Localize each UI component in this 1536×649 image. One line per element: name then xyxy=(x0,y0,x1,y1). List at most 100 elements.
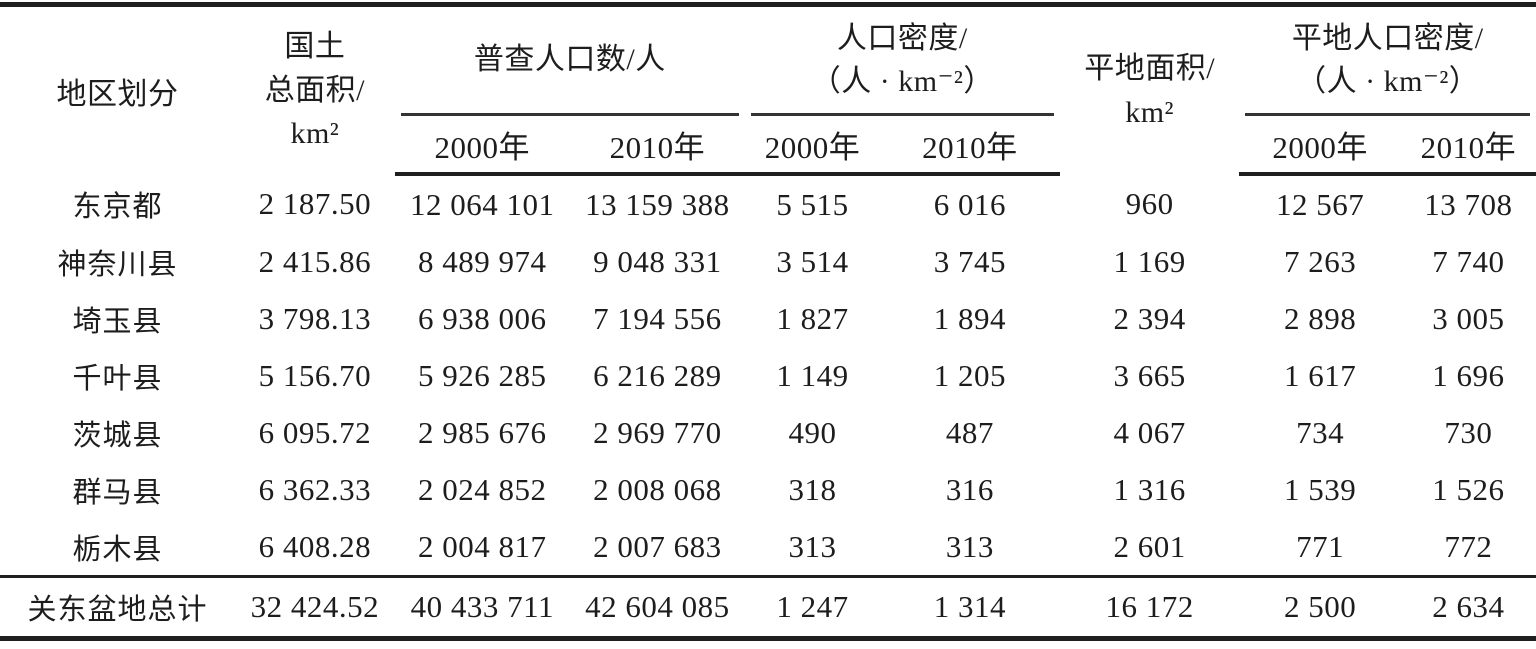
cell-density-2000: 5 515 xyxy=(776,186,849,222)
cell-density-2010: 487 xyxy=(945,414,994,450)
header-flat-area: 平地面积/ km² xyxy=(1084,52,1216,129)
total-row: 关东盆地总计 32 424.52 40 433 711 42 604 085 1… xyxy=(0,575,1536,639)
cell-density-2010: 1 314 xyxy=(880,575,1060,639)
cell-density-2000: 1 149 xyxy=(776,357,849,393)
cell-region: 群马县 xyxy=(72,476,163,509)
subheader-density-2000: 2000年 xyxy=(744,116,881,176)
cell-region: 千叶县 xyxy=(72,362,163,395)
cell-pop-2010: 2 008 068 xyxy=(593,471,722,507)
header-density-label: 人口密度/ （人 · km⁻²） xyxy=(750,7,1054,116)
cell-pop-2000: 40 433 711 xyxy=(394,575,570,639)
cell-flat-area: 2 601 xyxy=(1113,528,1186,564)
cell-total-area: 3 798.13 xyxy=(258,300,372,336)
table-row: 栃木县 6 408.28 2 004 817 2 007 683 313 313… xyxy=(0,518,1536,577)
cell-region: 茨城县 xyxy=(72,419,163,452)
cell-flat-area: 2 394 xyxy=(1113,300,1186,336)
header-census-pop: 普查人口数/人 xyxy=(395,5,745,116)
table-header: 地区划分 国土 总面积/ km² 普查人口数/人 人口密度/ （人 · km⁻²… xyxy=(0,5,1536,176)
cell-density-2000: 318 xyxy=(788,471,837,507)
cell-total-area: 2 415.86 xyxy=(258,243,372,279)
cell-flat-density-2000: 2 500 xyxy=(1239,575,1401,639)
cell-flat-density-2000: 1 617 xyxy=(1283,357,1357,393)
cell-region-total: 关东盆地总计 xyxy=(0,575,235,639)
year-subheader-row: 2000年 2010年 2000年 2010年 2000年 2010年 xyxy=(0,116,1536,176)
cell-flat-density-2010: 730 xyxy=(1444,414,1493,450)
cell-flat-density-2010: 2 634 xyxy=(1400,575,1536,639)
cell-density-2000: 313 xyxy=(788,528,837,564)
cell-density-2000: 1 827 xyxy=(776,300,849,336)
cell-flat-density-2010: 7 740 xyxy=(1432,243,1505,279)
cell-density-2010: 6 016 xyxy=(933,186,1007,222)
cell-pop-2000: 2 024 852 xyxy=(418,471,547,507)
subheader-pop-2010: 2010年 xyxy=(569,116,745,176)
table-body: 东京都 2 187.50 12 064 101 13 159 388 5 515… xyxy=(0,174,1536,639)
cell-flat-density-2010: 772 xyxy=(1444,528,1493,564)
subheader-pop-2000: 2000年 xyxy=(394,116,570,176)
cell-total-area: 6 408.28 xyxy=(258,528,372,564)
cell-pop-2000: 2 004 817 xyxy=(418,528,547,564)
cell-flat-area: 4 067 xyxy=(1113,414,1186,450)
cell-pop-2010: 2 969 770 xyxy=(593,414,722,450)
cell-pop-2000: 2 985 676 xyxy=(418,414,547,450)
cell-flat-density-2000: 7 263 xyxy=(1283,243,1357,279)
cell-density-2000: 1 247 xyxy=(744,575,881,639)
cell-density-2010: 3 745 xyxy=(933,243,1007,279)
cell-total-area: 6 095.72 xyxy=(258,414,372,450)
header-region: 地区划分 xyxy=(56,77,179,111)
cell-flat-density-2000: 771 xyxy=(1296,528,1345,564)
cell-density-2000: 490 xyxy=(788,414,837,450)
cell-density-2010: 313 xyxy=(945,528,994,564)
cell-flat-density-2010: 1 696 xyxy=(1432,357,1505,393)
cell-flat-area: 1 316 xyxy=(1113,471,1186,507)
cell-region: 神奈川县 xyxy=(57,248,178,281)
cell-density-2000: 3 514 xyxy=(776,243,849,279)
table-row: 茨城县 6 095.72 2 985 676 2 969 770 490 487… xyxy=(0,404,1536,461)
header-density: 人口密度/ （人 · km⁻²） xyxy=(745,5,1060,116)
table-row: 神奈川县 2 415.86 8 489 974 9 048 331 3 514 … xyxy=(0,233,1536,290)
cell-total-area: 2 187.50 xyxy=(258,185,372,221)
header-total-area: 国土 总面积/ km² xyxy=(264,30,366,151)
cell-flat-area: 16 172 xyxy=(1059,575,1240,639)
cell-region: 东京都 xyxy=(72,190,163,223)
cell-pop-2010: 7 194 556 xyxy=(593,300,722,336)
group-header-row: 地区划分 国土 总面积/ km² 普查人口数/人 人口密度/ （人 · km⁻²… xyxy=(0,5,1536,150)
cell-total-area: 6 362.33 xyxy=(258,471,372,507)
cell-density-2010: 1 894 xyxy=(933,300,1007,336)
cell-flat-density-2010: 13 708 xyxy=(1424,186,1513,222)
subheader-flat-density-2000: 2000年 xyxy=(1239,116,1401,176)
cell-pop-2010: 9 048 331 xyxy=(593,243,722,279)
cell-pop-2000: 6 938 006 xyxy=(418,300,547,336)
table-row: 埼玉县 3 798.13 6 938 006 7 194 556 1 827 1… xyxy=(0,290,1536,347)
cell-flat-density-2000: 1 539 xyxy=(1283,471,1357,507)
cell-density-2010: 1 205 xyxy=(933,357,1007,393)
cell-density-2010: 316 xyxy=(945,471,994,507)
subheader-density-2010: 2010年 xyxy=(880,116,1060,176)
cell-flat-density-2000: 2 898 xyxy=(1283,300,1357,336)
subheader-flat-density-2010: 2010年 xyxy=(1400,116,1536,176)
cell-flat-density-2010: 3 005 xyxy=(1432,300,1505,336)
cell-pop-2000: 5 926 285 xyxy=(418,357,547,393)
cell-flat-density-2000: 12 567 xyxy=(1275,186,1365,222)
cell-flat-density-2010: 1 526 xyxy=(1432,471,1505,507)
cell-flat-area: 1 169 xyxy=(1113,243,1186,279)
header-census-pop-label: 普查人口数/人 xyxy=(400,7,739,116)
table-row: 群马县 6 362.33 2 024 852 2 008 068 318 316… xyxy=(0,461,1536,518)
table-row: 千叶县 5 156.70 5 926 285 6 216 289 1 149 1… xyxy=(0,347,1536,404)
cell-pop-2000: 12 064 101 xyxy=(410,186,555,222)
cell-total-area: 5 156.70 xyxy=(258,357,372,393)
table-row: 东京都 2 187.50 12 064 101 13 159 388 5 515… xyxy=(0,174,1536,233)
cell-flat-area: 960 xyxy=(1125,185,1174,221)
cell-flat-area: 3 665 xyxy=(1113,357,1186,393)
cell-region: 栃木县 xyxy=(72,533,163,566)
cell-pop-2010: 6 216 289 xyxy=(593,357,722,393)
cell-pop-2010: 13 159 388 xyxy=(585,186,730,222)
cell-pop-2010: 42 604 085 xyxy=(569,575,745,639)
cell-pop-2010: 2 007 683 xyxy=(593,528,722,564)
cell-flat-density-2000: 734 xyxy=(1296,414,1345,450)
cell-pop-2000: 8 489 974 xyxy=(418,243,547,279)
header-flat-density-label: 平地人口密度/ （人 · km⁻²） xyxy=(1245,7,1530,116)
cell-region: 埼玉县 xyxy=(72,305,163,338)
header-flat-density: 平地人口密度/ （人 · km⁻²） xyxy=(1239,5,1536,116)
cell-total-area: 32 424.52 xyxy=(235,575,395,639)
